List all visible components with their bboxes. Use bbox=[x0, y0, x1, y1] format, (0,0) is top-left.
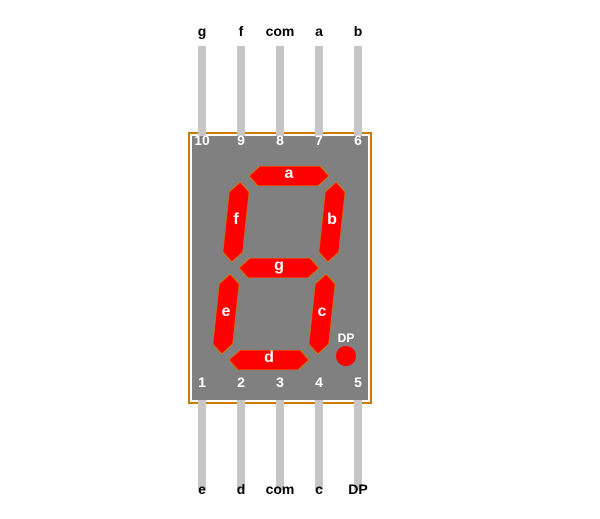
pin-number-4: 4 bbox=[305, 374, 333, 390]
pin-number-6: 6 bbox=[344, 132, 372, 148]
segment-label-g: g bbox=[267, 257, 291, 275]
seven-segment-pinout-diagram: g10f9com8a7b6e1d2com3c4DP5abcdefgDP bbox=[0, 0, 600, 519]
pin-ext-label-6: b bbox=[338, 23, 378, 39]
segment-dp bbox=[336, 346, 356, 366]
segment-label-e: e bbox=[214, 303, 238, 321]
pin-lead-5 bbox=[354, 400, 362, 490]
pin-lead-8 bbox=[276, 46, 284, 136]
pin-number-10: 10 bbox=[188, 132, 216, 148]
pin-ext-label-4: c bbox=[299, 481, 339, 497]
pin-ext-label-9: f bbox=[221, 23, 261, 39]
pin-ext-label-8: com bbox=[260, 23, 300, 39]
pin-number-7: 7 bbox=[305, 132, 333, 148]
pin-number-1: 1 bbox=[188, 374, 216, 390]
pin-ext-label-7: a bbox=[299, 23, 339, 39]
pin-number-3: 3 bbox=[266, 374, 294, 390]
pin-lead-6 bbox=[354, 46, 362, 136]
pin-lead-9 bbox=[237, 46, 245, 136]
segment-label-a: a bbox=[277, 165, 301, 183]
pin-lead-7 bbox=[315, 46, 323, 136]
pin-ext-label-3: com bbox=[260, 481, 300, 497]
segment-label-dp: DP bbox=[332, 331, 360, 345]
segment-label-f: f bbox=[224, 211, 248, 229]
pin-number-5: 5 bbox=[344, 374, 372, 390]
segment-label-d: d bbox=[257, 349, 281, 367]
pin-lead-10 bbox=[198, 46, 206, 136]
pin-lead-4 bbox=[315, 400, 323, 490]
pin-number-8: 8 bbox=[266, 132, 294, 148]
pin-lead-1 bbox=[198, 400, 206, 490]
pin-lead-2 bbox=[237, 400, 245, 490]
pin-ext-label-2: d bbox=[221, 481, 261, 497]
segment-label-b: b bbox=[320, 211, 344, 229]
pin-number-2: 2 bbox=[227, 374, 255, 390]
pin-number-9: 9 bbox=[227, 132, 255, 148]
pin-ext-label-1: e bbox=[182, 481, 222, 497]
pin-ext-label-10: g bbox=[182, 23, 222, 39]
pin-lead-3 bbox=[276, 400, 284, 490]
segment-label-c: c bbox=[310, 303, 334, 321]
pin-ext-label-5: DP bbox=[338, 481, 378, 497]
